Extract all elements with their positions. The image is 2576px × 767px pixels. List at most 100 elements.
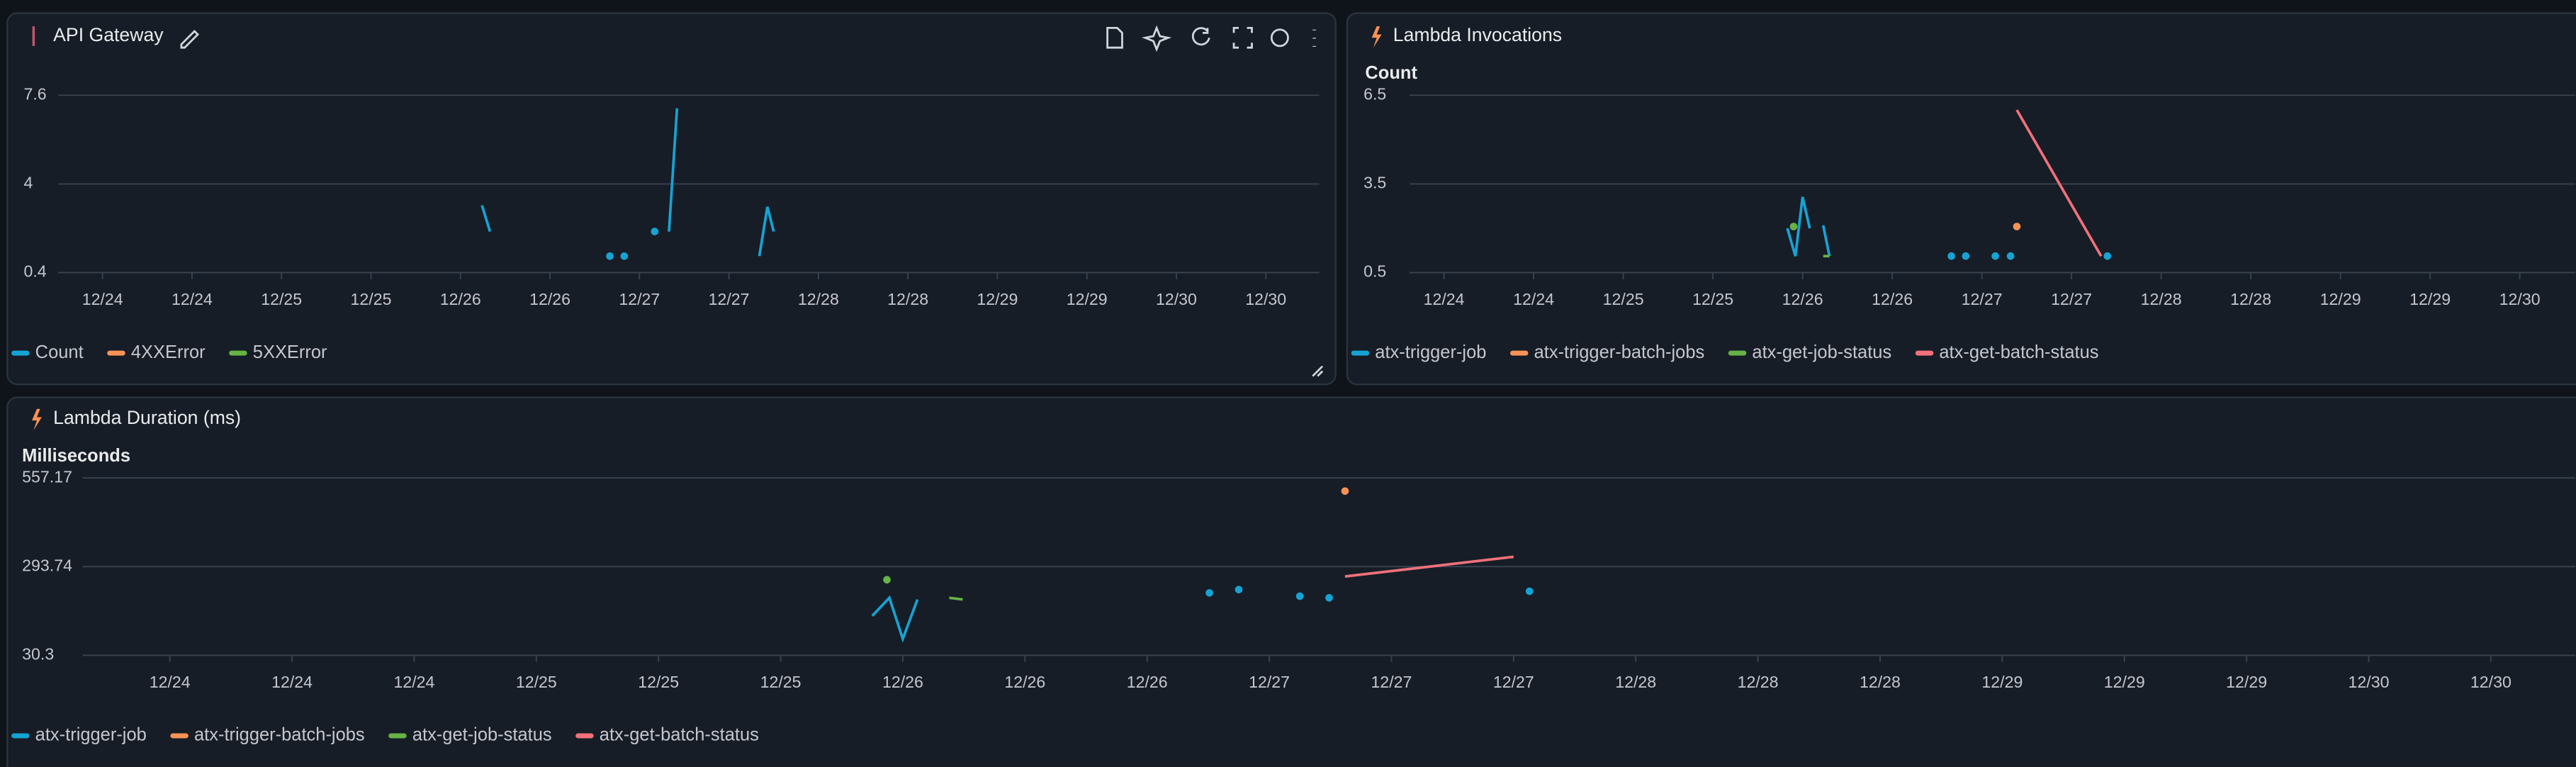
resize-handle[interactable] bbox=[1312, 365, 1324, 377]
y-tick-label: 6.5 bbox=[1363, 85, 1386, 103]
x-tick-label: 12/25 bbox=[638, 673, 679, 691]
x-tick-label: 12/27 bbox=[1962, 290, 2003, 308]
series-line bbox=[2015, 109, 2103, 257]
data-point bbox=[2103, 252, 2112, 260]
insights-icon[interactable] bbox=[1142, 25, 1172, 52]
x-tick-label: 12/24 bbox=[393, 673, 434, 691]
x-tick-label: 12/29 bbox=[1067, 290, 1108, 308]
y-tick-label: 0.5 bbox=[1363, 262, 1386, 281]
export-icon[interactable] bbox=[1106, 26, 1123, 49]
toolbar bbox=[180, 25, 1324, 377]
y-tick-label: 3.5 bbox=[1363, 174, 1386, 192]
data-point bbox=[1947, 252, 1955, 260]
widget-title: Lambda Invocations bbox=[1393, 24, 1562, 45]
series-line bbox=[871, 595, 919, 643]
legend-label: atx-get-batch-status bbox=[600, 725, 759, 745]
data-point bbox=[606, 252, 614, 260]
y-tick-label: 7.6 bbox=[23, 85, 46, 103]
x-tick-label: 12/28 bbox=[2230, 290, 2271, 308]
y-axis-label: Milliseconds bbox=[22, 446, 130, 466]
x-tick-label: 12/29 bbox=[2104, 673, 2145, 691]
legend-label: 5XXError bbox=[253, 342, 327, 362]
y-tick-label: 30.3 bbox=[22, 645, 54, 664]
series-line bbox=[668, 108, 679, 232]
x-tick-label: 12/27 bbox=[619, 290, 660, 308]
x-tick-label: 12/25 bbox=[1603, 290, 1644, 308]
series-line bbox=[758, 206, 775, 257]
x-tick-label: 12/24 bbox=[150, 673, 191, 691]
legend-label: atx-trigger-batch-jobs bbox=[1534, 342, 1705, 362]
data-point bbox=[1234, 586, 1243, 594]
x-tick-label: 12/24 bbox=[271, 673, 313, 691]
x-tick-label: 12/24 bbox=[1513, 290, 1554, 308]
x-tick-label: 12/30 bbox=[2349, 673, 2390, 691]
widget-icon bbox=[1371, 26, 1382, 48]
legend-label: atx-trigger-job bbox=[35, 725, 147, 745]
refresh-icon[interactable] bbox=[1191, 27, 1210, 46]
x-tick-label: 12/29 bbox=[2320, 290, 2361, 308]
x-tick-label: 12/28 bbox=[887, 290, 928, 308]
x-tick-label: 12/25 bbox=[261, 290, 302, 308]
fullscreen-icon[interactable] bbox=[1232, 26, 1253, 49]
x-tick-label: 12/26 bbox=[1004, 673, 1045, 691]
x-tick-label: 12/30 bbox=[1245, 290, 1286, 308]
series-line bbox=[1786, 196, 1811, 257]
data-point bbox=[1962, 252, 1970, 260]
x-tick-label: 12/28 bbox=[1860, 673, 1901, 691]
edit-icon[interactable] bbox=[180, 30, 200, 49]
widget-panel bbox=[6, 396, 2576, 767]
x-tick-label: 12/24 bbox=[1424, 290, 1465, 308]
x-tick-label: 12/30 bbox=[2499, 290, 2541, 308]
x-tick-label: 12/27 bbox=[1249, 673, 1290, 691]
x-tick-label: 12/25 bbox=[1692, 290, 1733, 308]
x-tick-label: 12/24 bbox=[171, 290, 213, 308]
legend-label: 4XXError bbox=[131, 342, 206, 362]
x-tick-label: 12/27 bbox=[2051, 290, 2092, 308]
series-line bbox=[1344, 555, 1514, 578]
series-line bbox=[480, 205, 492, 233]
legend-label: Count bbox=[35, 342, 84, 362]
data-point bbox=[883, 576, 891, 584]
data-point bbox=[1295, 592, 1304, 600]
info-icon[interactable] bbox=[1270, 28, 1289, 47]
widget-icon bbox=[32, 408, 42, 431]
x-tick-label: 12/26 bbox=[1872, 290, 1913, 308]
x-tick-label: 12/26 bbox=[440, 290, 481, 308]
x-tick-label: 12/28 bbox=[2141, 290, 2182, 308]
x-tick-label: 12/27 bbox=[709, 290, 750, 308]
data-point bbox=[1325, 594, 1333, 602]
x-tick-label: 12/29 bbox=[977, 290, 1018, 308]
y-tick-label: 557.17 bbox=[22, 467, 72, 486]
data-point bbox=[1525, 587, 1534, 595]
series-line bbox=[1821, 225, 1831, 257]
x-tick-label: 12/26 bbox=[529, 290, 570, 308]
widget-panel bbox=[1346, 12, 2576, 386]
x-tick-label: 12/27 bbox=[1371, 673, 1412, 691]
x-tick-label: 12/25 bbox=[351, 290, 392, 308]
x-tick-label: 12/29 bbox=[2409, 290, 2451, 308]
data-point bbox=[2006, 252, 2015, 260]
x-tick-label: 12/30 bbox=[1156, 290, 1197, 308]
series-line bbox=[949, 596, 963, 601]
y-tick-label: 0.4 bbox=[23, 262, 46, 281]
legend-label: atx-trigger-job bbox=[1375, 342, 1486, 362]
x-tick-label: 12/24 bbox=[82, 290, 123, 308]
data-point bbox=[1789, 223, 1798, 230]
x-tick-label: 12/26 bbox=[1127, 673, 1168, 691]
data-point bbox=[620, 252, 629, 260]
x-tick-label: 12/25 bbox=[516, 673, 557, 691]
x-tick-label: 12/26 bbox=[1782, 290, 1823, 308]
y-tick-label: 293.74 bbox=[22, 556, 72, 574]
data-point bbox=[2013, 223, 2021, 230]
y-tick-label: 4 bbox=[23, 174, 33, 192]
x-tick-label: 12/28 bbox=[1615, 673, 1656, 691]
data-point bbox=[651, 228, 659, 235]
x-tick-label: 12/28 bbox=[1738, 673, 1779, 691]
widget-title: Lambda Duration (ms) bbox=[53, 407, 241, 428]
x-tick-label: 12/30 bbox=[2470, 673, 2512, 691]
legend-label: atx-get-job-status bbox=[1752, 342, 1891, 362]
x-tick-label: 12/25 bbox=[760, 673, 802, 691]
data-point bbox=[1341, 487, 1349, 496]
